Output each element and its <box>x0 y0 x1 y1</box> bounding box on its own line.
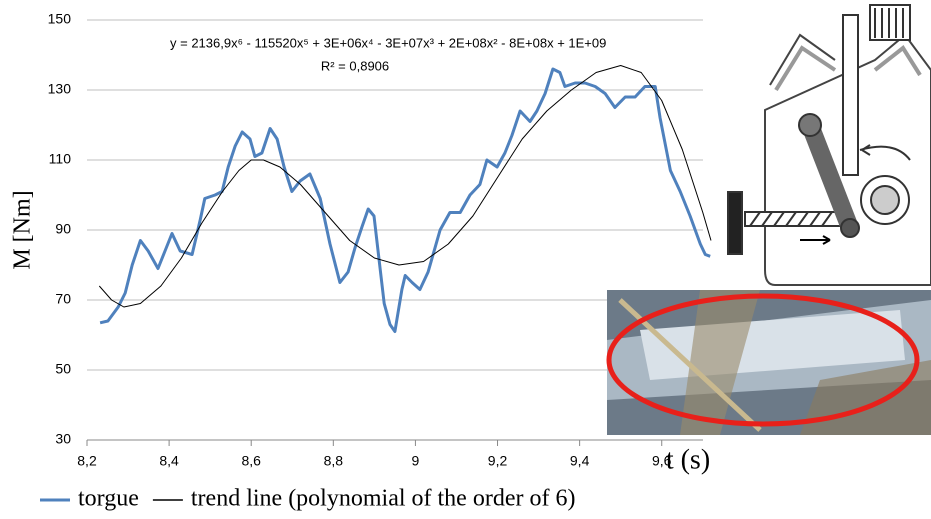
y-tick-label: 150 <box>48 11 72 27</box>
y-axis-label: M [Nm] <box>10 190 36 269</box>
x-tick-label: 9,4 <box>570 453 590 469</box>
x-tick-label: 9,2 <box>488 453 508 469</box>
x-tick-label: 8,4 <box>159 453 179 469</box>
y-tick-label: 110 <box>49 151 72 167</box>
x-tick-label: 8,2 <box>77 453 97 469</box>
legend-label: torgue <box>78 486 139 512</box>
y-tick-label: 50 <box>55 361 71 377</box>
legend-label: trend line (polynomial of the order of 6… <box>191 486 576 512</box>
x-axis-label: t (s) <box>666 444 710 475</box>
y-tick-label: 70 <box>55 291 71 307</box>
y-tick-label: 90 <box>55 221 71 237</box>
y-tick-label: 130 <box>48 81 72 97</box>
r-squared: R² = 0,8906 <box>321 58 389 73</box>
x-tick-label: 8,8 <box>324 453 344 469</box>
equation: y = 2136,9x⁶ - 115520x⁵ + 3E+06x⁴ - 3E+0… <box>170 35 606 50</box>
photo-inset <box>607 290 931 435</box>
chart: y = 2136,9x⁶ - 115520x⁵ + 3E+06x⁴ - 3E+0… <box>0 0 931 519</box>
mechanism-diagram <box>728 5 931 285</box>
x-tick-label: 9 <box>412 453 420 469</box>
x-tick-label: 8,6 <box>241 453 261 469</box>
y-tick-label: 30 <box>55 431 71 447</box>
x-tick-label: 9,6 <box>652 453 672 469</box>
